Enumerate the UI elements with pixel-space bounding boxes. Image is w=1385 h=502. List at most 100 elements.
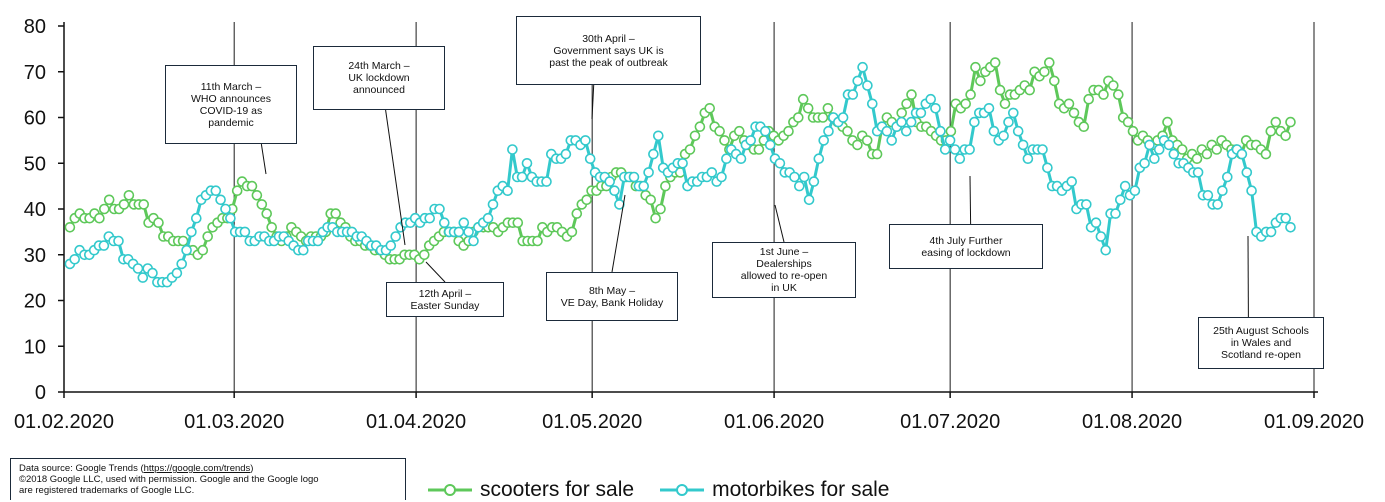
data-point xyxy=(1023,154,1032,163)
data-point xyxy=(941,145,950,154)
data-point xyxy=(649,150,658,159)
annotation-line: 25th August Schools xyxy=(1213,325,1309,337)
data-point xyxy=(454,227,463,236)
data-point xyxy=(1267,227,1276,236)
data-point xyxy=(654,131,663,140)
data-point xyxy=(581,136,590,145)
data-point xyxy=(971,63,980,72)
annotation-line: 4th July Further xyxy=(921,235,1010,247)
data-point xyxy=(233,186,242,195)
data-point xyxy=(172,269,181,278)
data-point xyxy=(989,127,998,136)
data-point xyxy=(518,173,527,182)
data-point xyxy=(391,232,400,241)
data-point xyxy=(996,86,1005,95)
data-point xyxy=(970,118,979,127)
data-point xyxy=(331,209,340,218)
data-point xyxy=(1004,118,1013,127)
data-point xyxy=(784,127,793,136)
data-point xyxy=(1121,182,1130,191)
data-point xyxy=(240,227,249,236)
y-tick-label: 80 xyxy=(24,16,46,38)
data-point xyxy=(678,159,687,168)
data-point xyxy=(586,154,595,163)
data-point xyxy=(717,173,726,182)
data-point xyxy=(459,218,468,227)
data-point xyxy=(435,205,444,214)
annotation-veday: 8th May –VE Day, Bank Holiday xyxy=(546,272,678,321)
y-tick-label: 20 xyxy=(24,291,46,313)
data-point xyxy=(1178,145,1187,154)
data-point xyxy=(1194,168,1203,177)
data-point xyxy=(95,214,104,223)
x-tick-label: 01.02.2020 xyxy=(14,411,114,433)
data-point xyxy=(656,205,665,214)
data-point xyxy=(794,113,803,122)
data-point xyxy=(65,223,74,232)
annotation-line: VE Day, Bank Holiday xyxy=(561,297,664,309)
data-point xyxy=(999,131,1008,140)
x-tick-label: 01.06.2020 xyxy=(724,411,824,433)
y-tick-label: 0 xyxy=(35,382,46,404)
data-point xyxy=(533,237,542,246)
data-point xyxy=(1202,150,1211,159)
annotation-line: Government says UK is xyxy=(549,45,668,57)
data-point xyxy=(542,177,551,186)
annotation-line: WHO announces xyxy=(191,93,271,105)
data-point xyxy=(1193,154,1202,163)
annotation-leader-easter xyxy=(426,262,445,282)
data-point xyxy=(1111,209,1120,218)
data-point xyxy=(819,136,828,145)
data-point xyxy=(1065,99,1074,108)
data-point xyxy=(187,227,196,236)
data-point xyxy=(1155,145,1164,154)
data-point xyxy=(1203,191,1212,200)
data-point xyxy=(863,81,872,90)
data-point xyxy=(1213,200,1222,209)
data-point xyxy=(1038,145,1047,154)
data-point xyxy=(1286,118,1295,127)
data-point xyxy=(425,214,434,223)
data-point xyxy=(951,145,960,154)
data-point xyxy=(707,168,716,177)
data-point xyxy=(489,200,498,209)
data-point xyxy=(561,150,570,159)
annotation-leader-easing xyxy=(970,176,971,224)
data-point xyxy=(1014,127,1023,136)
data-point xyxy=(976,76,985,85)
data-point xyxy=(508,145,517,154)
data-point xyxy=(848,90,857,99)
data-point xyxy=(177,259,186,268)
data-point xyxy=(961,99,970,108)
source-suffix: ) xyxy=(250,463,253,474)
data-point xyxy=(824,127,833,136)
data-point xyxy=(313,237,322,246)
data-point xyxy=(1271,118,1280,127)
data-point xyxy=(897,108,906,117)
data-point xyxy=(1129,127,1138,136)
data-point xyxy=(99,241,108,250)
data-point xyxy=(605,177,614,186)
annotation-line: in Wales and xyxy=(1213,337,1309,349)
data-point xyxy=(804,104,813,113)
x-tick-label: 01.03.2020 xyxy=(184,411,284,433)
data-point xyxy=(469,237,478,246)
data-point xyxy=(1247,186,1256,195)
data-point xyxy=(1164,140,1173,149)
data-point xyxy=(902,127,911,136)
source-link[interactable]: https://google.com/trends xyxy=(144,463,251,474)
annotation-line: COVID-19 as xyxy=(191,105,271,117)
data-point xyxy=(1130,186,1139,195)
data-point xyxy=(818,113,827,122)
data-point xyxy=(858,63,867,72)
data-point xyxy=(105,195,114,204)
data-point xyxy=(1070,108,1079,117)
data-point xyxy=(1145,140,1154,149)
data-point xyxy=(1286,223,1295,232)
data-point xyxy=(1019,140,1028,149)
